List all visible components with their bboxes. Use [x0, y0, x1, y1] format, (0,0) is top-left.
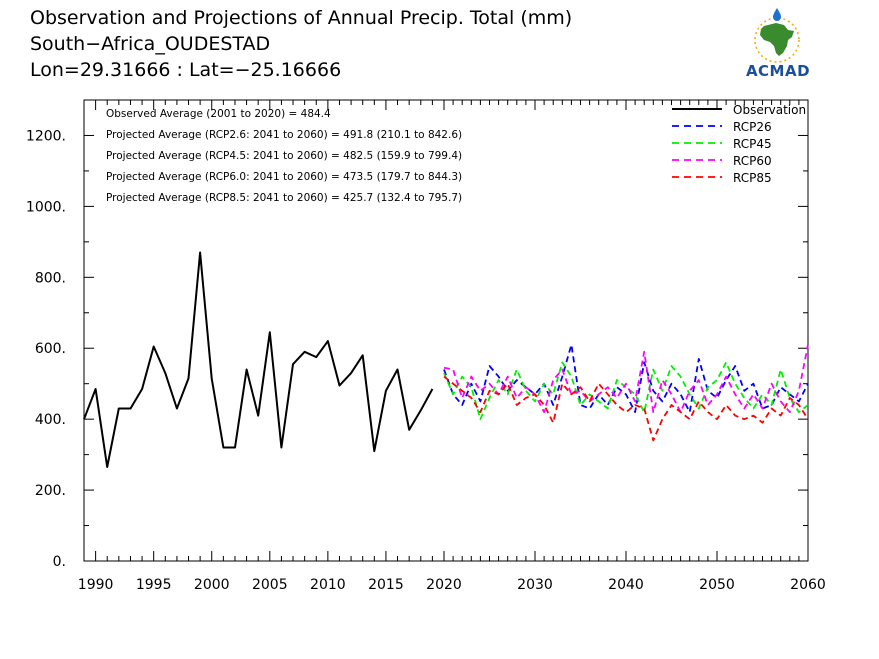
x-tick-label: 2010 [310, 577, 346, 593]
legend-label: RCP85 [733, 171, 772, 185]
series-line-rcp26 [443, 343, 809, 414]
series-line-rcp85 [443, 375, 809, 442]
location-name: South−Africa_OUDESTAD [30, 33, 271, 55]
location-coords: Lon=29.31666 : Lat=−25.16666 [30, 59, 342, 81]
y-tick-label: 800. [35, 270, 66, 286]
x-tick-label: 2050 [699, 577, 735, 593]
stats-line: Projected Average (RCP8.5: 2041 to 2060)… [106, 192, 462, 204]
legend-label: RCP26 [733, 120, 772, 134]
x-tick-label: 2000 [194, 577, 230, 593]
water-drop-icon [773, 8, 781, 21]
legend-label: Observation [733, 103, 806, 117]
stats-line: Projected Average (RCP2.6: 2041 to 2060)… [106, 129, 462, 141]
x-tick-label: 2005 [252, 577, 288, 593]
y-tick-label: 200. [35, 483, 66, 499]
legend-label: RCP60 [733, 154, 772, 168]
x-tick-label: 2040 [608, 577, 644, 593]
chart-title: Observation and Projections of Annual Pr… [30, 7, 573, 29]
y-tick-label: 400. [35, 412, 66, 428]
x-tick-label: 2020 [426, 577, 462, 593]
sun-icon [754, 17, 800, 63]
x-tick-label: 2060 [790, 577, 826, 593]
series-line-rcp60 [443, 344, 809, 414]
series-line-observation [83, 251, 434, 468]
y-tick-label: 600. [35, 341, 66, 357]
series-line-rcp45 [443, 361, 809, 421]
africa-map-icon [760, 23, 794, 56]
acmad-logo-text: ACMAD [745, 62, 811, 80]
x-tick-label: 1990 [78, 577, 114, 593]
y-tick-label: 0. [53, 554, 66, 570]
acmad-logo [754, 8, 800, 63]
stats-line: Projected Average (RCP4.5: 2041 to 2060)… [106, 150, 462, 162]
x-tick-label: 2030 [517, 577, 553, 593]
stats-line: Observed Average (2001 to 2020) = 484.4 [106, 108, 331, 120]
legend-label: RCP45 [733, 137, 772, 151]
y-tick-label: 1000. [26, 199, 66, 215]
plot-frame [83, 99, 809, 562]
stats-line: Projected Average (RCP6.0: 2041 to 2060)… [106, 171, 462, 183]
y-tick-label: 1200. [26, 128, 66, 144]
x-tick-label: 1995 [136, 577, 172, 593]
x-tick-label: 2015 [368, 577, 404, 593]
